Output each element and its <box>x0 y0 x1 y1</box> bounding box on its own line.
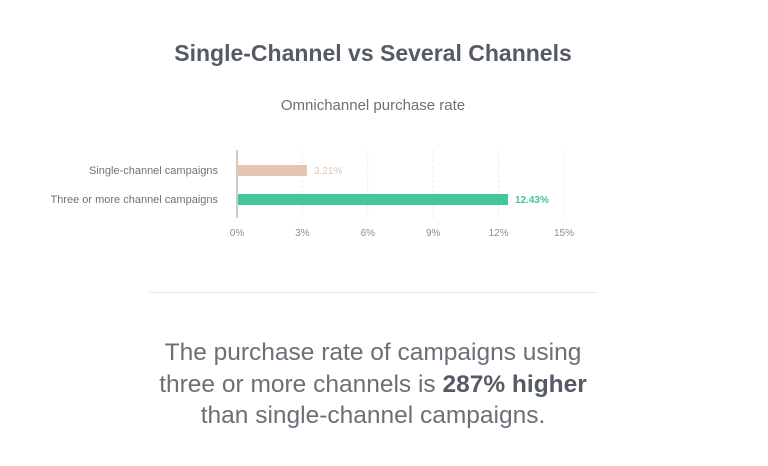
x-tick-label: 9% <box>426 228 441 239</box>
category-label: Three or more channel campaigns <box>50 194 218 206</box>
summary-text: The purchase rate of campaigns using thr… <box>150 337 596 432</box>
x-tick-label: 15% <box>554 228 574 239</box>
summary-after: than single-channel campaigns. <box>200 402 546 429</box>
x-tick-label: 3% <box>295 228 310 239</box>
x-tick-label: 0% <box>230 228 245 239</box>
chart-title: Omnichannel purchase rate <box>280 97 466 114</box>
summary-highlight: 287% higher <box>442 370 587 398</box>
category-label: Single-channel campaigns <box>89 165 219 177</box>
page-title: Single-Channel vs Several Channels <box>174 40 572 66</box>
x-tick-label: 12% <box>489 228 509 239</box>
summary-before: The purchase rate of campaigns using thr… <box>159 339 582 398</box>
bar <box>238 165 307 176</box>
data-label: 3.21% <box>314 166 342 177</box>
bar-chart: Single-channel campaigns 3.21% Three or mo… <box>50 150 574 239</box>
divider <box>150 292 596 293</box>
x-tick-label: 6% <box>361 228 376 239</box>
bar <box>238 194 508 205</box>
data-label: 12.43% <box>515 195 549 206</box>
